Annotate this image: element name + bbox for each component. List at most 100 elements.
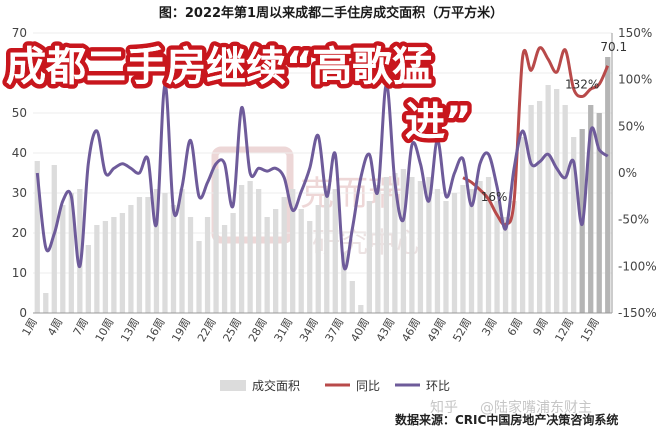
bar xyxy=(68,193,74,313)
x-tick-label: 16周 xyxy=(144,316,168,344)
bar xyxy=(528,105,534,313)
bar xyxy=(298,209,304,313)
y-right-tick-label: -100% xyxy=(618,259,657,273)
data-label: 132% xyxy=(565,77,599,91)
y-right-tick-label: -50% xyxy=(618,213,649,227)
data-label: 16% xyxy=(481,190,508,204)
x-tick-label: 15周 xyxy=(578,316,602,344)
y-left-tick-label: 70 xyxy=(12,26,27,40)
bar xyxy=(273,209,279,313)
bar xyxy=(34,161,40,313)
banner-line-2-fill: 进” xyxy=(405,99,471,145)
y-right-tick-label: 0% xyxy=(618,166,637,180)
bar xyxy=(468,189,475,313)
bar xyxy=(554,89,560,313)
y-right-tick-label: 100% xyxy=(618,73,652,87)
bar xyxy=(162,193,168,313)
bar xyxy=(341,253,347,313)
banner-line-1: 成都二手房继续“高歌猛 xyxy=(6,44,432,90)
x-tick-label: 4周 xyxy=(45,316,65,338)
y-right-tick-label: -150% xyxy=(618,306,657,320)
bar xyxy=(605,57,611,313)
bar xyxy=(477,181,483,313)
bar xyxy=(77,189,83,313)
bar xyxy=(383,177,389,313)
footer-author: @陆家嘴浦东财主 xyxy=(480,399,592,416)
bar xyxy=(94,225,100,313)
x-tick-label: 19周 xyxy=(169,316,193,344)
x-tick-label: 28周 xyxy=(246,316,270,344)
bar xyxy=(111,217,117,313)
bar xyxy=(290,189,296,313)
legend: 成交面积 同比 环比 xyxy=(220,378,450,393)
bar xyxy=(426,177,432,313)
x-tick-label: 9周 xyxy=(530,316,550,338)
bar xyxy=(332,189,338,313)
series-line-mom xyxy=(35,82,609,271)
bar xyxy=(324,193,330,313)
x-tick-label: 22周 xyxy=(195,316,219,344)
x-tick-label: 31周 xyxy=(272,316,296,344)
y-left-tick-label: 10 xyxy=(12,266,27,280)
bar xyxy=(375,185,381,313)
bar xyxy=(247,181,253,313)
x-tick-label: 25周 xyxy=(220,316,244,344)
data-label: 70.1 xyxy=(600,40,627,54)
bar xyxy=(349,281,355,313)
y-left-tick-label: 0 xyxy=(19,306,27,320)
bar xyxy=(307,221,313,313)
bar xyxy=(315,205,321,313)
y-left-tick-label: 50 xyxy=(12,106,27,120)
x-tick-label: 6周 xyxy=(505,316,525,338)
bar xyxy=(434,189,441,313)
x-tick-label: 7周 xyxy=(71,316,91,338)
bar xyxy=(519,137,526,313)
bar xyxy=(119,213,126,313)
bar xyxy=(153,189,160,313)
bar xyxy=(502,217,509,313)
series-line-yoy xyxy=(462,46,610,227)
bar xyxy=(136,197,143,313)
labels-layer: 132% 16% 70.1 xyxy=(481,40,627,204)
x-tick-label: 12周 xyxy=(553,316,577,344)
x-tick-label: 40周 xyxy=(348,316,372,344)
bar xyxy=(264,217,270,313)
bar xyxy=(238,185,245,313)
bar xyxy=(588,105,594,313)
x-tick-label: 3周 xyxy=(479,316,499,338)
bar xyxy=(51,165,57,313)
x-tick-label: 52周 xyxy=(450,316,474,344)
x-tick-label: 34周 xyxy=(297,316,321,344)
bar xyxy=(230,213,236,313)
bar xyxy=(511,201,517,313)
bar xyxy=(213,169,219,313)
bar xyxy=(179,189,185,313)
x-tick-label: 10周 xyxy=(93,316,117,344)
bar xyxy=(102,221,109,313)
bar xyxy=(145,197,151,313)
bar xyxy=(256,189,262,313)
legend-label-bar: 成交面积 xyxy=(252,378,300,393)
chart-title: 图：2022年第1周以来成都二手住房成交面积（万平方米） xyxy=(159,5,503,21)
bar xyxy=(204,217,211,313)
bar xyxy=(409,177,415,313)
bar xyxy=(281,197,287,313)
bar xyxy=(366,201,372,313)
bar xyxy=(196,241,202,313)
bar xyxy=(358,305,364,313)
bar xyxy=(451,193,458,313)
bar xyxy=(392,173,398,313)
y-left-tick-label: 30 xyxy=(12,186,27,200)
legend-label-yoy: 同比 xyxy=(356,379,380,393)
y-right-tick-label: 50% xyxy=(618,119,645,133)
x-tick-label: 46周 xyxy=(399,316,423,344)
banner-line-1-fill: 成都二手房继续“高歌猛 xyxy=(6,44,432,90)
bar xyxy=(545,85,551,313)
x-tick-label: 43周 xyxy=(374,316,398,344)
bar xyxy=(221,225,228,313)
bar xyxy=(400,169,407,313)
bar xyxy=(494,201,500,313)
bar xyxy=(43,293,49,313)
bar xyxy=(187,217,194,313)
